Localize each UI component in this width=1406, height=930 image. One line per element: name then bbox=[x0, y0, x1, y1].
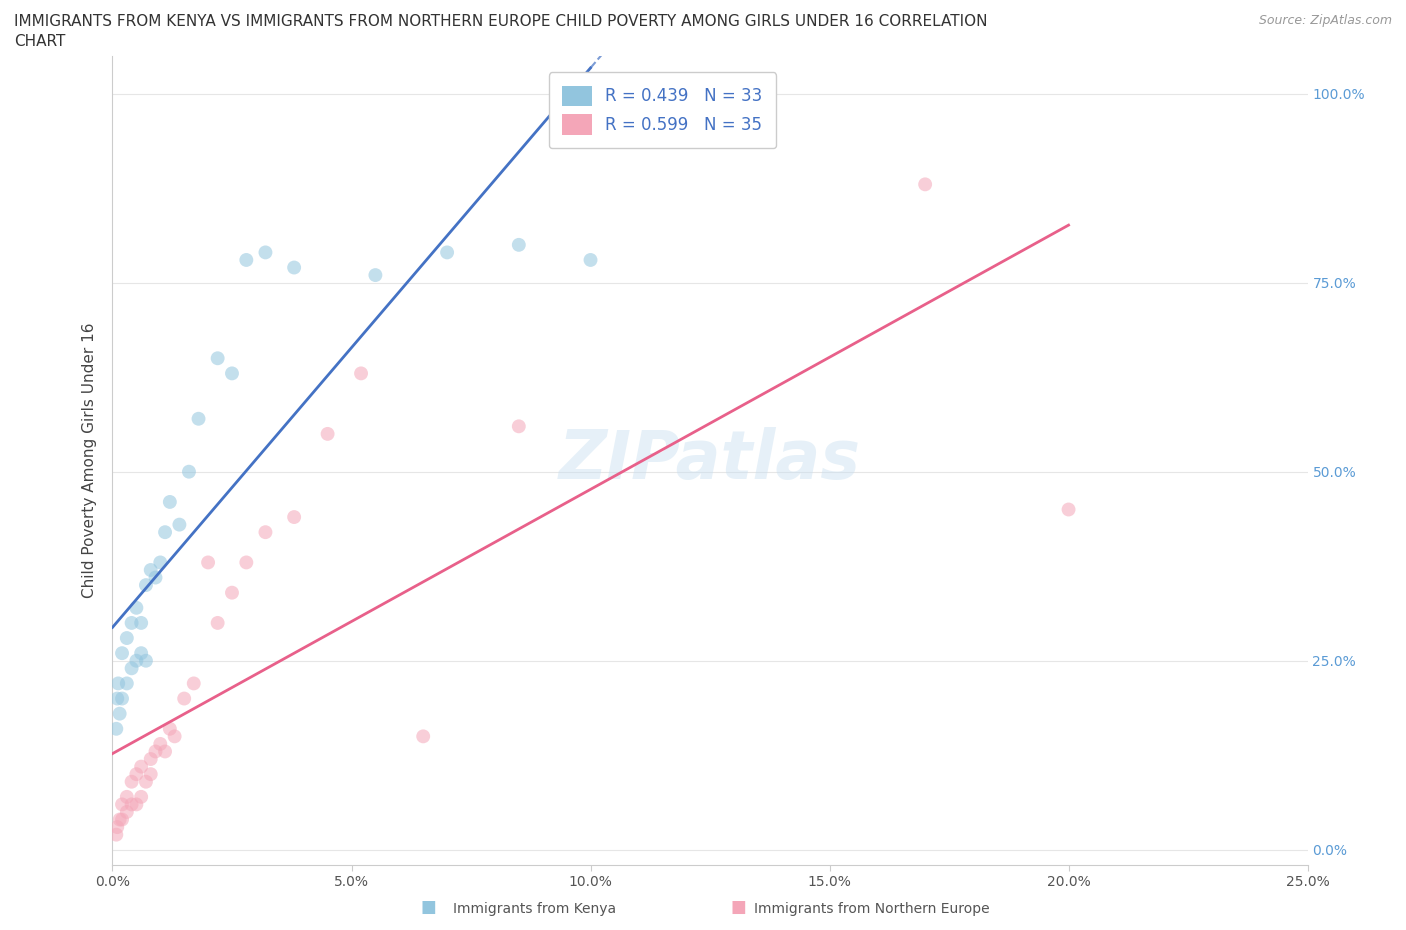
Point bbox=[283, 510, 305, 525]
Point bbox=[145, 570, 167, 585]
Point bbox=[221, 365, 243, 380]
Point bbox=[129, 759, 152, 774]
Point bbox=[177, 464, 200, 479]
Point bbox=[254, 245, 277, 259]
Point bbox=[135, 653, 157, 668]
Point bbox=[107, 676, 129, 691]
Point bbox=[105, 827, 128, 842]
Point bbox=[235, 555, 257, 570]
Point bbox=[135, 578, 157, 592]
Point bbox=[115, 804, 138, 819]
Point bbox=[1057, 502, 1080, 517]
Point bbox=[125, 797, 148, 812]
Point bbox=[914, 177, 936, 192]
Point bbox=[135, 775, 157, 790]
Point bbox=[139, 563, 162, 578]
Text: Immigrants from Northern Europe: Immigrants from Northern Europe bbox=[754, 902, 990, 916]
Point bbox=[121, 775, 143, 790]
Point bbox=[125, 601, 148, 616]
Point bbox=[115, 676, 138, 691]
Point bbox=[197, 555, 219, 570]
Point bbox=[169, 517, 191, 532]
Point bbox=[139, 766, 162, 781]
Point bbox=[108, 812, 131, 827]
Y-axis label: Child Poverty Among Girls Under 16: Child Poverty Among Girls Under 16 bbox=[82, 323, 97, 598]
Point bbox=[364, 268, 387, 283]
Point bbox=[105, 819, 128, 834]
Point bbox=[145, 744, 167, 759]
Point bbox=[105, 691, 128, 706]
Point bbox=[125, 653, 148, 668]
Point bbox=[115, 631, 138, 645]
Point bbox=[508, 237, 530, 252]
Point bbox=[108, 706, 131, 721]
Point bbox=[115, 790, 138, 804]
Point bbox=[283, 260, 305, 275]
Point bbox=[183, 676, 205, 691]
Point bbox=[129, 616, 152, 631]
Point bbox=[207, 351, 229, 365]
Point bbox=[111, 645, 134, 660]
Point bbox=[111, 797, 134, 812]
Point bbox=[121, 616, 143, 631]
Point bbox=[221, 585, 243, 600]
Point bbox=[149, 737, 172, 751]
Point bbox=[153, 744, 176, 759]
Point bbox=[207, 616, 229, 631]
Text: IMMIGRANTS FROM KENYA VS IMMIGRANTS FROM NORTHERN EUROPE CHILD POVERTY AMONG GIR: IMMIGRANTS FROM KENYA VS IMMIGRANTS FROM… bbox=[14, 14, 987, 29]
Point bbox=[163, 729, 186, 744]
Point bbox=[111, 691, 134, 706]
Point bbox=[436, 245, 458, 259]
Point bbox=[153, 525, 176, 539]
Point bbox=[159, 722, 181, 737]
Point bbox=[508, 418, 530, 433]
Point bbox=[121, 797, 143, 812]
Point bbox=[125, 766, 148, 781]
Point bbox=[235, 253, 257, 268]
Point bbox=[149, 555, 172, 570]
Text: ZIPatlas: ZIPatlas bbox=[560, 428, 860, 493]
Text: ■: ■ bbox=[420, 898, 437, 916]
Legend: R = 0.439   N = 33, R = 0.599   N = 35: R = 0.439 N = 33, R = 0.599 N = 35 bbox=[548, 73, 776, 148]
Text: Source: ZipAtlas.com: Source: ZipAtlas.com bbox=[1258, 14, 1392, 27]
Point bbox=[173, 691, 195, 706]
Point bbox=[139, 751, 162, 766]
Point bbox=[350, 365, 373, 380]
Text: CHART: CHART bbox=[14, 34, 66, 49]
Point bbox=[129, 645, 152, 660]
Point bbox=[111, 812, 134, 827]
Point bbox=[129, 790, 152, 804]
Text: Immigrants from Kenya: Immigrants from Kenya bbox=[453, 902, 616, 916]
Point bbox=[316, 427, 339, 442]
Point bbox=[579, 253, 602, 268]
Point bbox=[254, 525, 277, 539]
Point bbox=[105, 722, 128, 737]
Point bbox=[159, 495, 181, 510]
Point bbox=[412, 729, 434, 744]
Point bbox=[121, 661, 143, 676]
Point bbox=[187, 411, 209, 426]
Text: ■: ■ bbox=[730, 898, 747, 916]
